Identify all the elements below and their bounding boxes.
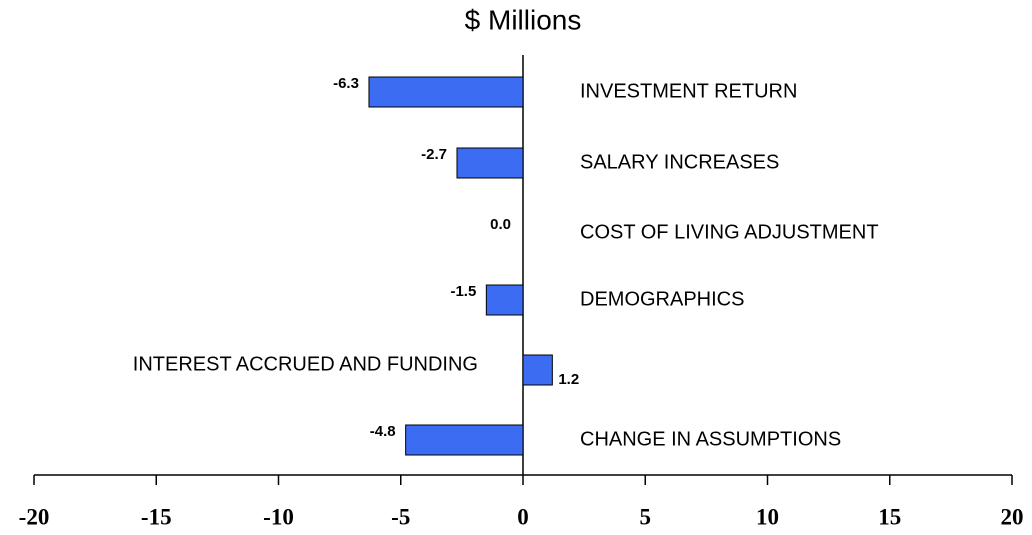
bar	[456, 147, 524, 179]
value-label: -4.8	[370, 423, 396, 440]
x-tick-label: 15	[878, 504, 901, 529]
x-tick-label: -10	[263, 504, 294, 529]
bar	[405, 424, 524, 456]
chart-title: $ Millions	[465, 4, 582, 35]
category-label: COST OF LIVING ADJUSTMENT	[580, 221, 879, 243]
value-label: 1.2	[558, 371, 579, 388]
value-label: -2.7	[421, 146, 447, 163]
x-tick-label: -15	[141, 504, 172, 529]
x-tick-label: 10	[756, 504, 779, 529]
x-tick-label: 5	[640, 504, 652, 529]
bar	[368, 76, 524, 108]
category-label: SALARY INCREASES	[580, 151, 779, 173]
category-label: DEMOGRAPHICS	[580, 288, 744, 310]
x-tick-label: 0	[517, 504, 529, 529]
bar	[522, 354, 553, 386]
category-label: INTEREST ACCRUED AND FUNDING	[133, 353, 478, 375]
value-label: -1.5	[450, 283, 476, 300]
x-tick-label: -20	[19, 504, 50, 529]
x-tick-label: -5	[391, 504, 410, 529]
category-label: INVESTMENT RETURN	[580, 80, 797, 102]
category-label: CHANGE IN ASSUMPTIONS	[580, 428, 841, 450]
value-label: 0.0	[490, 216, 511, 233]
value-label: -6.3	[333, 75, 359, 92]
x-tick-label: 20	[1001, 504, 1024, 529]
bar	[485, 284, 524, 316]
